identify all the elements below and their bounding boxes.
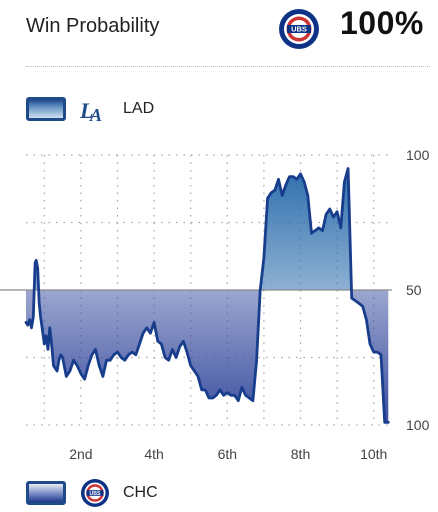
cubs-logo-icon: UBS bbox=[81, 479, 109, 507]
lad-area bbox=[26, 168, 389, 290]
svg-text:UBS: UBS bbox=[291, 25, 307, 34]
header: Win Probability UBS 100% bbox=[0, 0, 438, 64]
cubs-logo-icon: UBS bbox=[279, 9, 319, 49]
lad-swatch bbox=[26, 97, 66, 121]
win-percentage: 100% bbox=[340, 5, 424, 41]
win-probability-chart: 100 50 100 2nd 4th 6th 8th 10th bbox=[0, 147, 430, 462]
svg-text:A: A bbox=[89, 105, 102, 124]
x-tick-label: 8th bbox=[291, 446, 310, 462]
legend-label-lad: LAD bbox=[123, 100, 155, 117]
y-tick-label: 50 bbox=[406, 282, 422, 298]
page-title: Win Probability bbox=[26, 15, 160, 37]
win-probability-line bbox=[24, 167, 390, 424]
svg-text:L: L bbox=[79, 98, 93, 123]
x-tick-label: 6th bbox=[218, 446, 237, 462]
y-tick-label: 100 bbox=[406, 147, 430, 163]
chc-swatch bbox=[26, 481, 66, 505]
x-tick-label: 2nd bbox=[69, 446, 92, 462]
dodgers-logo-icon: L A bbox=[79, 98, 102, 124]
svg-text:UBS: UBS bbox=[90, 491, 101, 497]
y-tick-label: 100 bbox=[406, 417, 430, 433]
x-tick-label: 10th bbox=[360, 446, 387, 462]
chc-area bbox=[26, 290, 389, 423]
legend-label-chc: CHC bbox=[123, 484, 158, 501]
divider bbox=[26, 66, 430, 67]
x-tick-label: 4th bbox=[144, 446, 163, 462]
